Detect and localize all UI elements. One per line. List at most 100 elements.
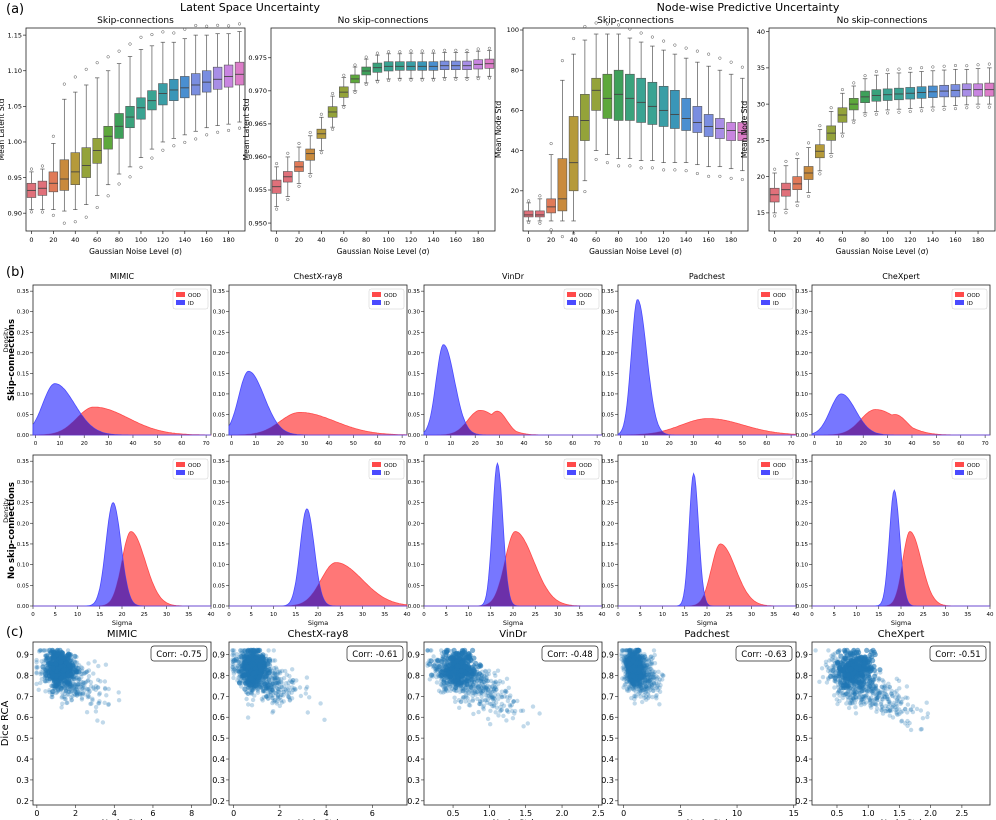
y-tick-label: 0.05	[17, 583, 30, 589]
y-tick-label: 0.10	[602, 563, 615, 569]
scatter-panel-0: MIMIC 0.2 0.3 0.4 0.5 0.6 0.7 0.8 0.9 Dice RCA 0 2 4…	[0, 629, 212, 820]
legend-swatch-ood	[372, 462, 381, 467]
y-tick-label: 35	[757, 64, 765, 72]
legend-swatch-id	[761, 300, 770, 305]
outlier	[650, 166, 654, 170]
boxplot-title: No skip-connections	[338, 16, 429, 26]
scatter-point	[250, 661, 256, 668]
scatter-point	[85, 687, 90, 692]
legend-swatch-id	[955, 470, 964, 475]
legend-swatch-ood	[176, 292, 185, 297]
box	[136, 97, 146, 120]
scatter-point	[475, 689, 480, 694]
scatter-point	[279, 685, 285, 690]
density-panel-0-3: Padchest 0.00 0.05 0.10 0.15 0.20 0.25 0.30 0.35…	[602, 272, 797, 447]
scatter-point	[250, 697, 256, 703]
outlier	[605, 161, 609, 165]
y-tick-label: 0.15	[796, 371, 809, 377]
legend-swatch-ood	[372, 292, 381, 297]
x-tick-label: 50	[739, 441, 746, 447]
scatter-point	[635, 647, 641, 654]
y-tick-label: 0.970	[248, 87, 267, 95]
scatter-point	[93, 687, 99, 692]
box	[234, 61, 245, 86]
x-tick-label: 4	[112, 809, 117, 818]
outlier	[454, 77, 458, 81]
outlier	[106, 55, 110, 59]
outlier	[117, 182, 121, 186]
y-tick-label: 60	[511, 107, 519, 115]
scatter-point	[246, 691, 251, 696]
legend-swatch-ood	[955, 462, 964, 467]
x-tick-label: 120	[405, 236, 417, 244]
x-tick-label: 40	[325, 441, 332, 447]
scatter-point	[71, 681, 76, 687]
x-tick-label: 70	[203, 441, 210, 447]
scatter-point	[471, 711, 476, 717]
x-tick-label: 0	[810, 612, 814, 618]
y-tick-label: 0.30	[408, 310, 421, 316]
y-tick-label: 0.20	[796, 521, 809, 527]
scatter-point	[34, 665, 39, 671]
scatter-point	[85, 695, 91, 700]
y-tick-label: 1.15	[8, 31, 22, 39]
scatter-point	[88, 683, 94, 689]
scatter-point	[262, 689, 268, 694]
density-title: VinDr	[502, 272, 525, 281]
scatter-point	[34, 657, 39, 663]
y-tick-label: 0.15	[602, 371, 615, 377]
scatter-point	[275, 694, 280, 699]
x-tick-label: 30	[884, 441, 891, 447]
scatter-point	[74, 684, 79, 690]
scatter-point	[43, 657, 49, 663]
y-tick-label: 0.15	[408, 371, 421, 377]
scatter-point	[428, 672, 435, 678]
scatter-point	[469, 677, 475, 683]
y-tick-label: 0.3	[795, 776, 808, 785]
x-tick-label: 160	[702, 236, 714, 244]
x-tick-label: 30	[496, 441, 503, 447]
x-tick-label: 0	[231, 809, 236, 818]
scatter-point	[58, 649, 64, 656]
scatter-point	[66, 662, 72, 668]
scatter-point	[93, 709, 99, 714]
scatter-point	[42, 671, 49, 677]
scatter-point	[269, 688, 274, 693]
y-tick-label: 0.20	[408, 351, 421, 357]
y-tick-label: 0.20	[213, 351, 226, 357]
scatter-point	[279, 680, 284, 686]
outlier	[684, 46, 688, 50]
scatter-point	[249, 690, 255, 695]
x-tick-label: 70	[788, 441, 795, 447]
scatter-point	[80, 684, 85, 689]
x-tick-label: 140	[680, 236, 692, 244]
scatter-point	[44, 653, 50, 659]
scatter-point	[470, 647, 476, 654]
scatter-point	[72, 684, 77, 689]
scatter-point	[287, 697, 292, 702]
scatter-point	[626, 656, 632, 662]
scatter-point	[93, 704, 99, 710]
outlier	[409, 78, 413, 82]
scatter-point	[81, 671, 87, 676]
scatter-point	[242, 686, 248, 692]
legend-label-id: ID	[773, 471, 779, 477]
scatter-point	[64, 688, 69, 693]
scatter-point	[270, 687, 275, 692]
scatter-point	[249, 691, 254, 696]
outlier	[852, 81, 856, 85]
box	[70, 152, 80, 186]
x-tick-label: 25	[141, 612, 148, 618]
overlap-area	[618, 595, 796, 606]
scatter-point	[231, 651, 236, 656]
scatter-point	[284, 672, 289, 677]
x-tick-label: 100	[635, 236, 647, 244]
y-tick-label: 0.35	[602, 289, 615, 295]
scatter-point	[499, 693, 504, 698]
y-axis-label: Mean Latent Std	[0, 98, 6, 160]
row-c-scatter-plots: MIMIC 0.2 0.3 0.4 0.5 0.6 0.7 0.8 0.9 Dice RCA 0 2 4…	[0, 629, 991, 820]
scatter-point	[231, 666, 237, 672]
outlier	[931, 108, 935, 112]
scatter-point	[74, 686, 79, 691]
scatter-point	[97, 699, 102, 704]
